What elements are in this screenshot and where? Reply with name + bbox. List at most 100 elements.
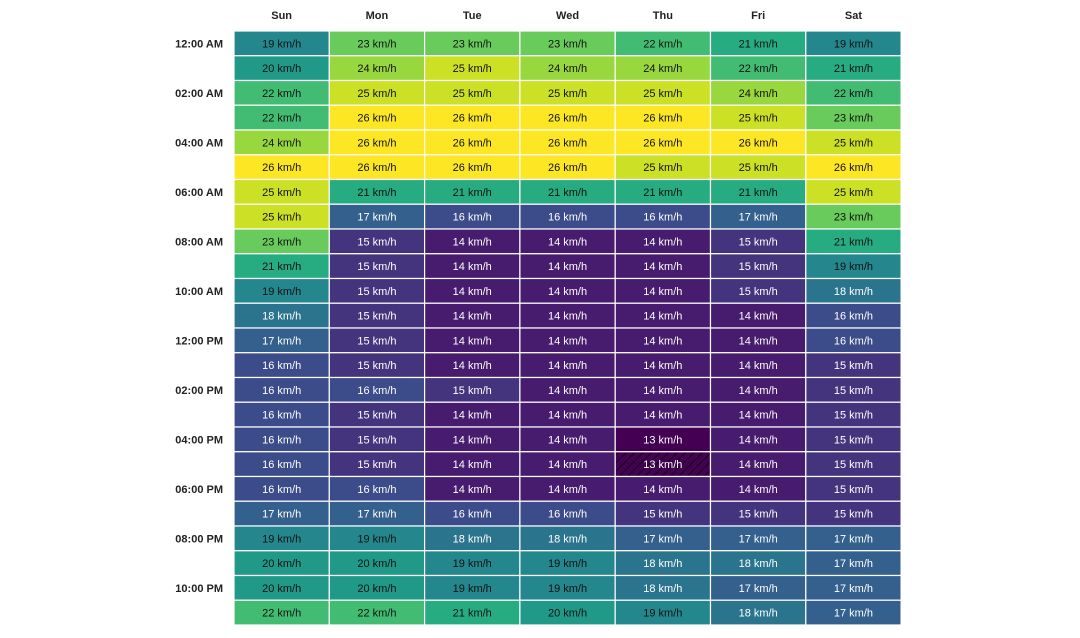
cell-value-label: 20 km/h [357,583,396,595]
cell-value-label: 15 km/h [357,236,396,248]
heatmap-cell [519,426,616,453]
hour-label: 02:00 PM [175,385,223,397]
heatmap-cell [709,376,807,403]
cell-value-label: 21 km/h [262,261,301,273]
day-column-labels: Sun Mon Tue Wed Thu Fri Sat [271,10,862,22]
cell-value-label: 14 km/h [739,484,778,496]
day-label-fri: Fri [751,10,765,22]
heatmap-cell [424,574,521,601]
cell-value-label: 14 km/h [739,335,778,347]
day-label-mon: Mon [366,10,389,22]
heatmap-cell [805,178,902,205]
cell-value-label: 14 km/h [548,261,587,273]
heatmap-cell [805,401,902,428]
heatmap-cell [805,253,902,280]
cell-value-label: 25 km/h [834,187,873,199]
heatmap-cell [519,327,616,354]
cell-value-label: 14 km/h [548,236,587,248]
cell-value-label: 23 km/h [834,113,873,125]
cell-value-label: 21 km/h [739,187,778,199]
hour-label: 06:00 AM [175,187,223,199]
cell-value-label: 15 km/h [834,410,873,422]
heatmap-cell [805,154,902,181]
heatmap-cell [424,401,521,428]
cell-value-label: 16 km/h [548,212,587,224]
heatmap-cell [709,253,807,280]
cell-value-label: 14 km/h [453,311,492,323]
hour-label: 02:00 AM [175,88,223,100]
cell-value-label: 24 km/h [357,63,396,75]
cell-value-label: 17 km/h [357,212,396,224]
cell-value-label: 23 km/h [453,38,492,50]
cell-value-label: 26 km/h [739,137,778,149]
cell-value-label: 17 km/h [357,509,396,521]
hatched-cell-overlay [616,452,710,476]
cell-value-label: 14 km/h [548,360,587,372]
cell-value-label: 19 km/h [262,38,301,50]
cell-value-label: 26 km/h [453,137,492,149]
cell-value-label: 21 km/h [834,236,873,248]
day-label-sat: Sat [845,10,862,22]
hour-label: 12:00 PM [175,335,223,347]
heatmap-cell [233,599,330,626]
heatmap-cell [614,599,712,626]
cell-value-label: 16 km/h [357,385,396,397]
cell-value-label: 16 km/h [643,212,682,224]
cell-value-label: 26 km/h [357,162,396,174]
heatmap-cell [614,55,712,82]
cell-value-label: 17 km/h [262,509,301,521]
heatmap-cell [328,104,426,131]
cell-value-label: 25 km/h [453,88,492,100]
cell-value-label: 24 km/h [548,63,587,75]
cell-value-label: 14 km/h [453,484,492,496]
heatmap-cell [614,228,712,255]
cell-value-label: 17 km/h [834,558,873,570]
heatmap-cell [709,550,807,577]
cell-value-label: 13 km/h [643,459,682,471]
cell-value-label: 26 km/h [453,113,492,125]
heatmap-cell [614,500,712,527]
cell-value-label: 15 km/h [357,286,396,298]
cell-value-label: 15 km/h [453,385,492,397]
heatmap-cell [805,475,902,502]
cell-value-label: 15 km/h [357,434,396,446]
cell-value-label: 26 km/h [357,137,396,149]
heatmap-cell [805,302,902,329]
cell-value-label: 18 km/h [739,558,778,570]
hour-label: 08:00 PM [175,533,223,545]
heatmap-cell [614,277,712,304]
heatmap-cell [328,277,426,304]
cell-value-label: 13 km/h [643,434,682,446]
cell-value-label: 22 km/h [262,88,301,100]
cell-value-label: 24 km/h [739,88,778,100]
heatmap-cell [519,178,616,205]
heatmap-cell [709,352,807,379]
cell-value-label: 21 km/h [643,187,682,199]
heatmap-cell [233,253,330,280]
cell-value-label: 14 km/h [548,311,587,323]
heatmap-cell [233,104,330,131]
cell-value-label: 17 km/h [834,583,873,595]
cell-value-label: 22 km/h [262,608,301,620]
heatmap-cell [328,79,426,106]
heatmap-cell [709,525,807,552]
cell-value-label: 14 km/h [739,385,778,397]
heatmap-cell [709,79,807,106]
cell-value-label: 22 km/h [643,38,682,50]
day-label-thu: Thu [653,10,673,22]
cell-value-label: 15 km/h [357,360,396,372]
cell-value-label: 15 km/h [739,509,778,521]
cell-value-label: 23 km/h [548,38,587,50]
cell-value-label: 26 km/h [357,113,396,125]
heatmap-cell [424,327,521,354]
cell-value-label: 17 km/h [834,533,873,545]
cell-value-label: 21 km/h [548,187,587,199]
heatmap-cell [233,376,330,403]
cell-value-label: 14 km/h [453,434,492,446]
cell-value-label: 22 km/h [262,113,301,125]
cell-value-label: 25 km/h [357,88,396,100]
cell-value-label: 21 km/h [834,63,873,75]
heatmap-cell [805,376,902,403]
heatmap-cell [233,475,330,502]
hour-label: 10:00 AM [175,286,223,298]
